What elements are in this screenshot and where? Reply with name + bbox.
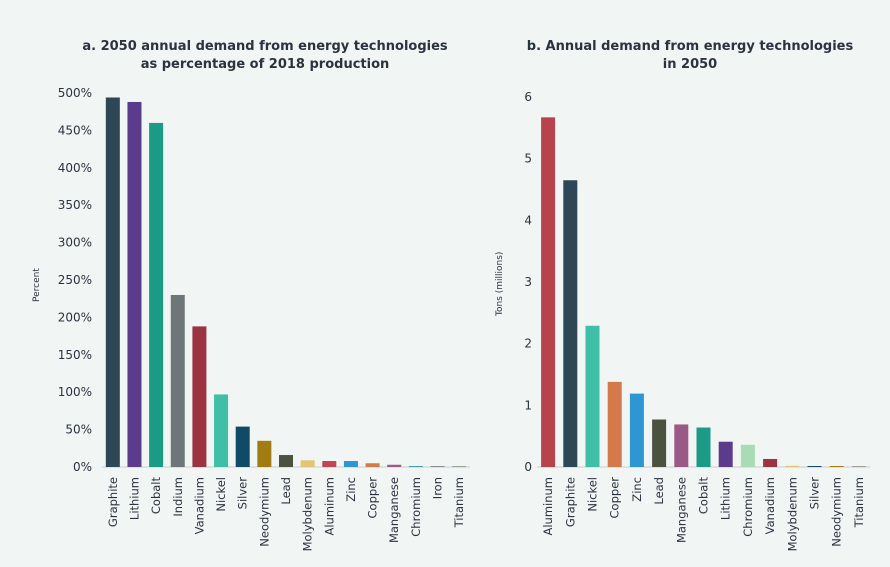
- chart-b-bar: [785, 465, 800, 467]
- chart-a-category-label: Cobalt: [149, 477, 163, 515]
- chart-b-category-label: Manganese: [674, 477, 688, 543]
- chart-a-ytick-label: 150%: [58, 348, 92, 362]
- chart-a-ytick-label: 250%: [58, 273, 92, 287]
- chart-a-title: a. 2050 annual demand from energy techno…: [70, 38, 460, 74]
- chart-a-ytick-label: 0%: [73, 460, 92, 474]
- chart-a-category-label: Silver: [236, 477, 250, 510]
- chart-b-ytick-label: 4: [524, 213, 532, 227]
- chart-a-bar: [149, 122, 164, 468]
- chart-b-ytick-label: 6: [524, 90, 532, 104]
- chart-a-bar: [279, 455, 293, 467]
- chart-a-category-label: Indium: [171, 477, 185, 517]
- chart-a-category-label: Nickel: [214, 477, 228, 512]
- chart-a-category-label: Aluminum: [322, 477, 336, 536]
- chart-a-ytick-label: 500%: [58, 86, 92, 100]
- chart-b-bar: [629, 393, 644, 467]
- chart-b-bar: [563, 180, 578, 467]
- chart-b-title-line1: b. Annual demand from energy technologie…: [526, 39, 854, 54]
- chart-b-category-label: Nickel: [586, 477, 600, 512]
- chart-a-title-line2: as percentage of 2018 production: [140, 57, 390, 72]
- chart-a-category-label: Lead: [279, 477, 293, 505]
- chart-b-bar: [674, 424, 689, 467]
- chart-b-ytick-label: 5: [524, 152, 532, 166]
- chart-b-category-label: Aluminum: [541, 477, 555, 536]
- chart-b-category-label: Copper: [608, 477, 622, 519]
- chart-b-bar: [652, 419, 667, 467]
- chart-a-ytick-label: 200%: [58, 310, 92, 324]
- chart-a-category-label: Iron: [431, 477, 445, 499]
- chart-a-ytick-label: 300%: [58, 236, 92, 250]
- chart-a-bar: [300, 460, 315, 467]
- chart-a-bar: [452, 466, 467, 467]
- chart-a-category-label: Lithium: [127, 477, 141, 520]
- chart-a-category-label: Graphite: [106, 477, 120, 527]
- chart-b-ytick-label: 1: [524, 398, 532, 412]
- chart-b-category-label: Lithium: [719, 477, 733, 520]
- chart-b-category-label: Vanadium: [763, 477, 777, 534]
- chart-b-title: b. Annual demand from energy technologie…: [500, 38, 880, 74]
- chart-a-bar: [387, 464, 402, 467]
- chart-a-bar: [192, 326, 207, 467]
- chart-b-category-label: Neodymium: [830, 477, 844, 547]
- chart-a-category-label: Copper: [366, 477, 380, 519]
- chart-b-bar: [607, 381, 622, 467]
- chart-b-bar: [740, 444, 755, 467]
- chart-b-category-label: Titanium: [852, 477, 866, 528]
- chart-a-category-label: Molybdenum: [301, 477, 315, 551]
- chart-a-category-label: Vanadium: [192, 477, 206, 534]
- chart-b-ytick-label: 2: [524, 337, 532, 351]
- chart-a-category-label: Zinc: [344, 477, 358, 502]
- chart-a-bar: [105, 97, 120, 467]
- chart-a-title-line1: a. 2050 annual demand from energy techno…: [82, 39, 448, 54]
- chart-a-category-label: Manganese: [387, 477, 401, 543]
- chart-a-ytick-label: 50%: [65, 423, 92, 437]
- chart-a-category-label: Chromium: [409, 477, 423, 537]
- chart-a-ytick-label: 100%: [58, 385, 92, 399]
- chart-a-bar: [214, 394, 229, 467]
- chart-b-category-label: Zinc: [630, 477, 644, 502]
- chart-b-bar: [541, 117, 556, 467]
- chart-a-bar: [170, 294, 185, 467]
- chart-a-bar: [127, 101, 142, 467]
- chart-b-category-label: Silver: [808, 477, 822, 510]
- chart-b-bar: [763, 458, 778, 467]
- chart-b-category-label: Graphite: [563, 477, 577, 527]
- chart-b-category-label: Chromium: [741, 477, 755, 537]
- chart-a-ytick-label: 450%: [58, 123, 92, 137]
- chart-a-ytick-label: 400%: [58, 161, 92, 175]
- chart-b-bar: [696, 427, 711, 467]
- chart-a-bar: [408, 466, 423, 467]
- chart-a-category-label: Neodymium: [257, 477, 271, 547]
- chart-b-title-line2: in 2050: [662, 57, 718, 72]
- chart-b-bar: [829, 466, 844, 467]
- chart-a-bar: [235, 426, 250, 467]
- chart-a-category-label: Titanium: [452, 477, 466, 528]
- chart-a-bar: [257, 440, 272, 467]
- chart-b-bar: [718, 441, 733, 467]
- chart-b-category-label: Molybdenum: [785, 477, 799, 551]
- chart-b-bar: [585, 325, 600, 467]
- chart-b-bar: [851, 466, 866, 467]
- chart-a-ytick-label: 350%: [58, 198, 92, 212]
- chart-b-ytick-label: 3: [524, 275, 532, 289]
- chart-b-category-label: Cobalt: [697, 477, 711, 515]
- chart-a-bar: [343, 461, 358, 467]
- chart-b-ytick-label: 0: [524, 460, 532, 474]
- chart-b-category-label: Lead: [652, 477, 666, 505]
- chart-a-bar: [365, 463, 380, 467]
- chart-a-bar: [430, 466, 445, 467]
- chart-b-bar: [807, 466, 822, 467]
- chart-a-bar: [322, 461, 337, 467]
